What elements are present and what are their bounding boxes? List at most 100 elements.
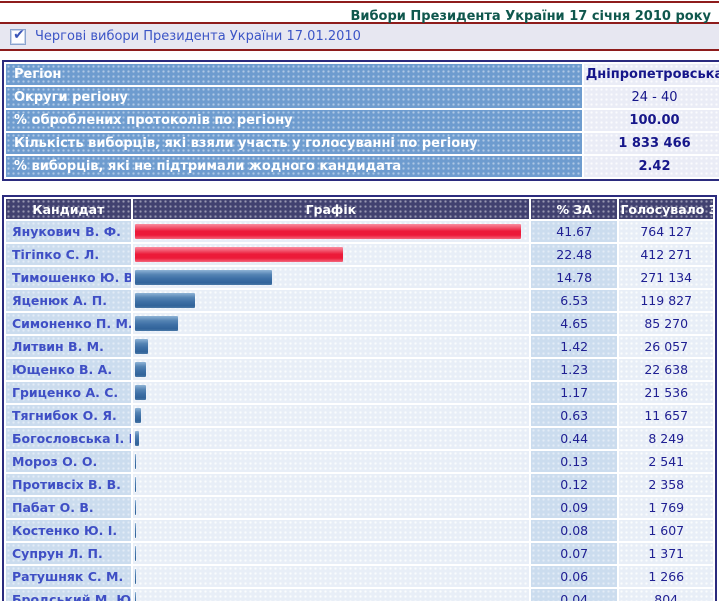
candidate-name-cell: Яценюк А. П. — [6, 290, 131, 311]
candidate-votes-cell: 2 358 — [619, 474, 713, 495]
candidate-percent-cell: 0.09 — [530, 497, 618, 518]
region-info-label: Кількість виборців, які взяли участь у г… — [6, 133, 582, 154]
candidate-name-cell: Супрун Л. П. — [6, 543, 131, 564]
candidate-name-cell: Пабат О. В. — [6, 497, 131, 518]
region-info-label: % виборців, які не підтримали жодного ка… — [6, 156, 582, 177]
region-info-value: Дніпропетровська — [584, 64, 719, 85]
candidate-name-cell: Тимошенко Ю. В. — [6, 267, 131, 288]
election-selector-band: ✔ Чергові вибори Президента України 17.0… — [0, 24, 719, 49]
candidate-percent-cell: 41.67 — [530, 221, 618, 242]
candidate-row: Симоненко П. М. 4.65 85 270 — [6, 313, 713, 334]
candidate-row: Противсіх В. В. 0.12 2 358 — [6, 474, 713, 495]
candidate-graph-cell — [132, 405, 529, 426]
candidate-percent-cell: 0.44 — [530, 428, 618, 449]
candidate-votes-cell: 804 — [619, 589, 713, 601]
candidate-graph-cell — [132, 589, 529, 601]
candidate-graph-cell — [132, 336, 529, 357]
candidate-votes-cell: 26 057 — [619, 336, 713, 357]
candidate-percent-cell: 0.07 — [530, 543, 618, 564]
election-checkbox[interactable]: ✔ — [10, 26, 26, 45]
result-bar — [134, 592, 136, 601]
region-info-row: Регіон Дніпропетровська — [6, 64, 719, 85]
region-info-label: Округи регіону — [6, 87, 582, 108]
candidate-votes-cell: 119 827 — [619, 290, 713, 311]
candidate-votes-cell: 21 536 — [619, 382, 713, 403]
header-candidate: Кандидат — [6, 199, 131, 219]
results-body: Янукович В. Ф. 41.67 764 127 Тігіпко С. Л. 2… — [6, 221, 713, 601]
title-divider — [0, 22, 719, 24]
region-info-row: % оброблених протоколів по регіону 100.00 — [6, 110, 719, 131]
candidate-votes-cell: 1 371 — [619, 543, 713, 564]
candidate-graph-cell — [132, 520, 529, 541]
candidate-votes-cell: 271 134 — [619, 267, 713, 288]
result-bar — [134, 523, 136, 538]
candidate-name-cell: Ющенко В. А. — [6, 359, 131, 380]
title-band: Вибори Президента України 17 січня 2010 … — [0, 3, 719, 24]
result-bar — [134, 362, 147, 377]
region-info-label: Регіон — [6, 64, 582, 85]
candidate-votes-cell: 11 657 — [619, 405, 713, 426]
candidate-percent-cell: 0.13 — [530, 451, 618, 472]
region-info-value: 100.00 — [584, 110, 719, 131]
region-info-row: Округи регіону 24 - 40 — [6, 87, 719, 108]
candidate-votes-cell: 764 127 — [619, 221, 713, 242]
result-bar — [134, 431, 139, 446]
candidate-row: Ющенко В. А. 1.23 22 638 — [6, 359, 713, 380]
candidate-graph-cell — [132, 313, 529, 334]
region-info-label: % оброблених протоколів по регіону — [6, 110, 582, 131]
candidate-percent-cell: 1.17 — [530, 382, 618, 403]
candidate-percent-cell: 22.48 — [530, 244, 618, 265]
candidate-name-cell: Костенко Ю. І. — [6, 520, 131, 541]
results-header-row: Кандидат Графік % ЗА Голосувало ЗА — [6, 199, 713, 219]
candidate-name-cell: Тігіпко С. Л. — [6, 244, 131, 265]
candidate-name-cell: Противсіх В. В. — [6, 474, 131, 495]
candidate-votes-cell: 22 638 — [619, 359, 713, 380]
candidate-graph-cell — [132, 497, 529, 518]
candidate-row: Супрун Л. П. 0.07 1 371 — [6, 543, 713, 564]
subtitle-divider — [0, 49, 719, 51]
region-info-table: Регіон Дніпропетровська Округи регіону 24 -… — [2, 60, 719, 181]
candidate-row: Тігіпко С. Л. 22.48 412 271 — [6, 244, 713, 265]
candidate-name-cell: Тягнибок О. Я. — [6, 405, 131, 426]
candidate-row: Тягнибок О. Я. 0.63 11 657 — [6, 405, 713, 426]
candidate-votes-cell: 8 249 — [619, 428, 713, 449]
result-bar — [134, 316, 178, 331]
candidate-graph-cell — [132, 543, 529, 564]
candidate-name-cell: Гриценко А. С. — [6, 382, 131, 403]
header-percent: % ЗА — [530, 199, 618, 219]
candidate-name-cell: Богословська І. Г. — [6, 428, 131, 449]
candidate-percent-cell: 6.53 — [530, 290, 618, 311]
candidate-row: Яценюк А. П. 6.53 119 827 — [6, 290, 713, 311]
result-bar — [134, 477, 136, 492]
region-info-row: % виборців, які не підтримали жодного ка… — [6, 156, 719, 177]
result-bar — [134, 293, 196, 308]
candidate-percent-cell: 0.06 — [530, 566, 618, 587]
result-bar — [134, 224, 522, 239]
candidate-votes-cell: 2 541 — [619, 451, 713, 472]
candidate-graph-cell — [132, 267, 529, 288]
top-divider — [0, 1, 719, 3]
candidate-percent-cell: 0.63 — [530, 405, 618, 426]
candidate-graph-cell — [132, 474, 529, 495]
result-bar — [134, 546, 136, 561]
result-bar — [134, 408, 141, 423]
candidate-name-cell: Литвин В. М. — [6, 336, 131, 357]
candidate-row: Гриценко А. С. 1.17 21 536 — [6, 382, 713, 403]
region-info-body: Регіон Дніпропетровська Округи регіону 24 -… — [6, 64, 719, 177]
candidate-graph-cell — [132, 290, 529, 311]
result-bar — [134, 569, 136, 584]
election-subtitle[interactable]: Чергові вибори Президента України 17.01.… — [35, 29, 361, 44]
checkmark-icon: ✔ — [13, 26, 25, 43]
candidate-name-cell: Симоненко П. М. — [6, 313, 131, 334]
candidate-row: Янукович В. Ф. 41.67 764 127 — [6, 221, 713, 242]
candidate-graph-cell — [132, 428, 529, 449]
candidate-percent-cell: 14.78 — [530, 267, 618, 288]
candidate-graph-cell — [132, 244, 529, 265]
candidate-votes-cell: 1 266 — [619, 566, 713, 587]
candidate-percent-cell: 0.04 — [530, 589, 618, 601]
candidate-row: Богословська І. Г. 0.44 8 249 — [6, 428, 713, 449]
candidate-votes-cell: 85 270 — [619, 313, 713, 334]
candidate-name-cell: Ратушняк С. М. — [6, 566, 131, 587]
region-info-value: 2.42 — [584, 156, 719, 177]
region-info-row: Кількість виборців, які взяли участь у г… — [6, 133, 719, 154]
